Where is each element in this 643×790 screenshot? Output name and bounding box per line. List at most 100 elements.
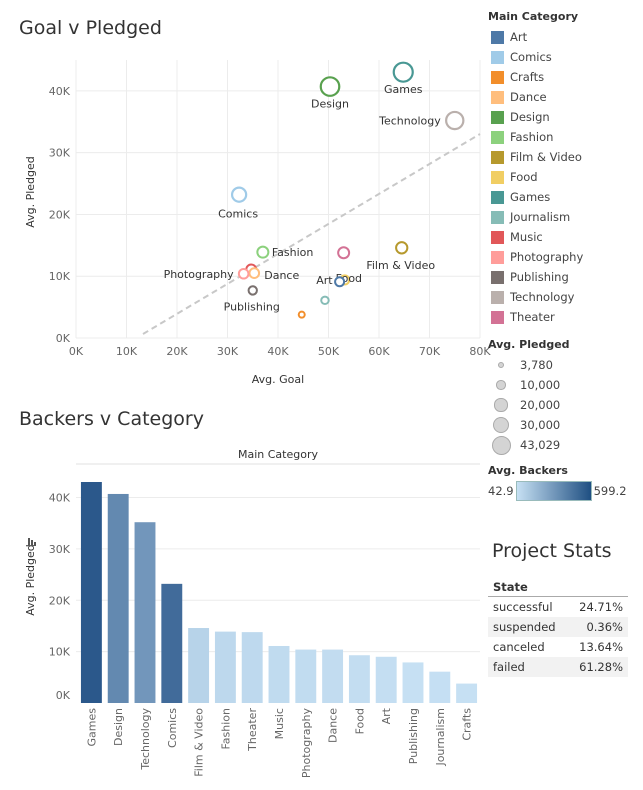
legend-item-comics[interactable]: Comics bbox=[488, 47, 640, 67]
point-design bbox=[319, 76, 341, 97]
bar-chart[interactable]: Main Category 0K 10K 20K 30K 40K Avg. Pledged G… bbox=[0, 390, 480, 790]
scatter-plot[interactable]: 0K 10K 20K 30K 40K 50K 60K 70K 80K 0K 10K 20K 30K 40K… bbox=[0, 0, 491, 400]
legend-label: Journalism bbox=[510, 210, 571, 224]
bar-y-tick-label: 0K bbox=[56, 689, 71, 702]
size-legend: Avg. Pledged 3,780 10,000 20,000 30,000 43,0… bbox=[488, 338, 640, 455]
size-circle bbox=[491, 435, 511, 455]
legend-item-art[interactable]: Art bbox=[488, 27, 640, 47]
point-crafts bbox=[297, 310, 306, 319]
bar-category-label: Art bbox=[380, 707, 393, 724]
bar-y-tick-label: 10K bbox=[49, 646, 71, 659]
legend-item-technology[interactable]: Technology bbox=[488, 287, 640, 307]
legend-swatch bbox=[491, 270, 504, 284]
point-comics bbox=[230, 186, 248, 203]
legend-item-food[interactable]: Food bbox=[488, 167, 640, 187]
legend-item-photography[interactable]: Photography bbox=[488, 247, 640, 267]
legend-label: Film & Video bbox=[510, 150, 582, 164]
bar-category-label: Fashion bbox=[219, 708, 232, 750]
point-theater bbox=[337, 246, 351, 260]
legend-item-dance[interactable]: Dance bbox=[488, 87, 640, 107]
bar-category-label: Comics bbox=[166, 708, 179, 748]
size-circle-wrap bbox=[488, 417, 514, 433]
legend-item-fashion[interactable]: Fashion bbox=[488, 127, 640, 147]
legend-swatch bbox=[491, 210, 504, 224]
legend-label: Music bbox=[510, 230, 543, 244]
stats-state: suspended bbox=[488, 617, 569, 637]
y-tick-label: 0K bbox=[56, 332, 71, 345]
stats-state: successful bbox=[493, 600, 553, 614]
x-tick-label: 80K bbox=[469, 345, 491, 358]
bar-design bbox=[107, 493, 129, 703]
stats-title: Project Stats bbox=[492, 540, 612, 562]
stats-state: canceled bbox=[493, 640, 545, 654]
sort-icon bbox=[28, 538, 36, 546]
size-legend-label: 10,000 bbox=[520, 378, 561, 392]
legend-item-design[interactable]: Design bbox=[488, 107, 640, 127]
bar-photography bbox=[295, 649, 317, 703]
size-legend-item: 43,029 bbox=[488, 435, 640, 455]
bar-category-label: Publishing bbox=[407, 708, 420, 764]
bar-category-label: Crafts bbox=[461, 708, 474, 741]
x-tick-label: 60K bbox=[368, 345, 390, 358]
category-legend-title: Main Category bbox=[488, 10, 579, 23]
legend-item-film-and-video[interactable]: Film & Video bbox=[488, 147, 640, 167]
size-legend-item: 10,000 bbox=[488, 375, 640, 395]
bar-fashion bbox=[214, 631, 236, 703]
legend-item-music[interactable]: Music bbox=[488, 227, 640, 247]
size-circle-wrap bbox=[488, 435, 514, 455]
legend-item-publishing[interactable]: Publishing bbox=[488, 267, 640, 287]
legend-label: Design bbox=[510, 110, 550, 124]
point-art bbox=[334, 276, 346, 288]
point-fashion bbox=[256, 245, 270, 259]
legend-label: Art bbox=[510, 30, 528, 44]
legend-item-crafts[interactable]: Crafts bbox=[488, 67, 640, 87]
bar-category-label: Music bbox=[273, 708, 286, 739]
bar-film-and-video bbox=[188, 628, 210, 703]
bar-category-label: Journalism bbox=[434, 708, 447, 767]
bar-header: Main Category bbox=[238, 448, 318, 461]
bar-category-label: Theater bbox=[246, 708, 259, 752]
legend-swatch bbox=[491, 70, 504, 84]
legend-swatch bbox=[491, 90, 504, 104]
bar-publishing bbox=[402, 662, 424, 703]
legend-item-journalism[interactable]: Journalism bbox=[488, 207, 640, 227]
stats-percent: 0.36% bbox=[568, 617, 628, 637]
x-tick-label: 30K bbox=[217, 345, 239, 358]
legend-label: Food bbox=[510, 170, 538, 184]
legend-item-games[interactable]: Games bbox=[488, 187, 640, 207]
legend-item-theater[interactable]: Theater bbox=[488, 307, 640, 327]
legend-label: Photography bbox=[510, 250, 584, 264]
bar-dance bbox=[322, 649, 344, 703]
reference-line bbox=[142, 133, 481, 335]
stats-row: canceled 13.64% bbox=[488, 637, 628, 657]
size-legend-item: 20,000 bbox=[488, 395, 640, 415]
stats-state: failed bbox=[488, 657, 569, 677]
bar-crafts bbox=[456, 683, 478, 703]
legend-swatch bbox=[491, 290, 504, 304]
legend-label: Fashion bbox=[510, 130, 554, 144]
size-circle-wrap bbox=[488, 398, 514, 412]
x-tick-label: 70K bbox=[419, 345, 441, 358]
bar-category-label: Design bbox=[112, 708, 125, 746]
point-photography bbox=[237, 267, 250, 280]
point-label-design: Design bbox=[311, 98, 349, 111]
legend-label: Technology bbox=[510, 290, 575, 304]
bar-y-axis-title: Avg. Pledged bbox=[24, 544, 37, 616]
bar-journalism bbox=[429, 671, 451, 703]
bar-y-tick-label: 40K bbox=[49, 492, 71, 505]
bar-category-label: Dance bbox=[327, 708, 340, 743]
legend-label: Publishing bbox=[510, 270, 569, 284]
bar-comics bbox=[161, 583, 183, 703]
size-circle bbox=[493, 417, 509, 433]
size-circle-wrap bbox=[488, 380, 514, 390]
x-tick-label: 50K bbox=[318, 345, 340, 358]
bar-music bbox=[268, 645, 290, 703]
point-dance bbox=[248, 267, 261, 279]
legend-swatch bbox=[491, 250, 504, 264]
legend-swatch bbox=[491, 30, 504, 44]
x-tick-label: 0K bbox=[69, 345, 84, 358]
size-legend-item: 30,000 bbox=[488, 415, 640, 435]
size-legend-item: 3,780 bbox=[488, 355, 640, 375]
bar-category-label: Technology bbox=[139, 708, 152, 771]
legend-label: Games bbox=[510, 190, 551, 204]
